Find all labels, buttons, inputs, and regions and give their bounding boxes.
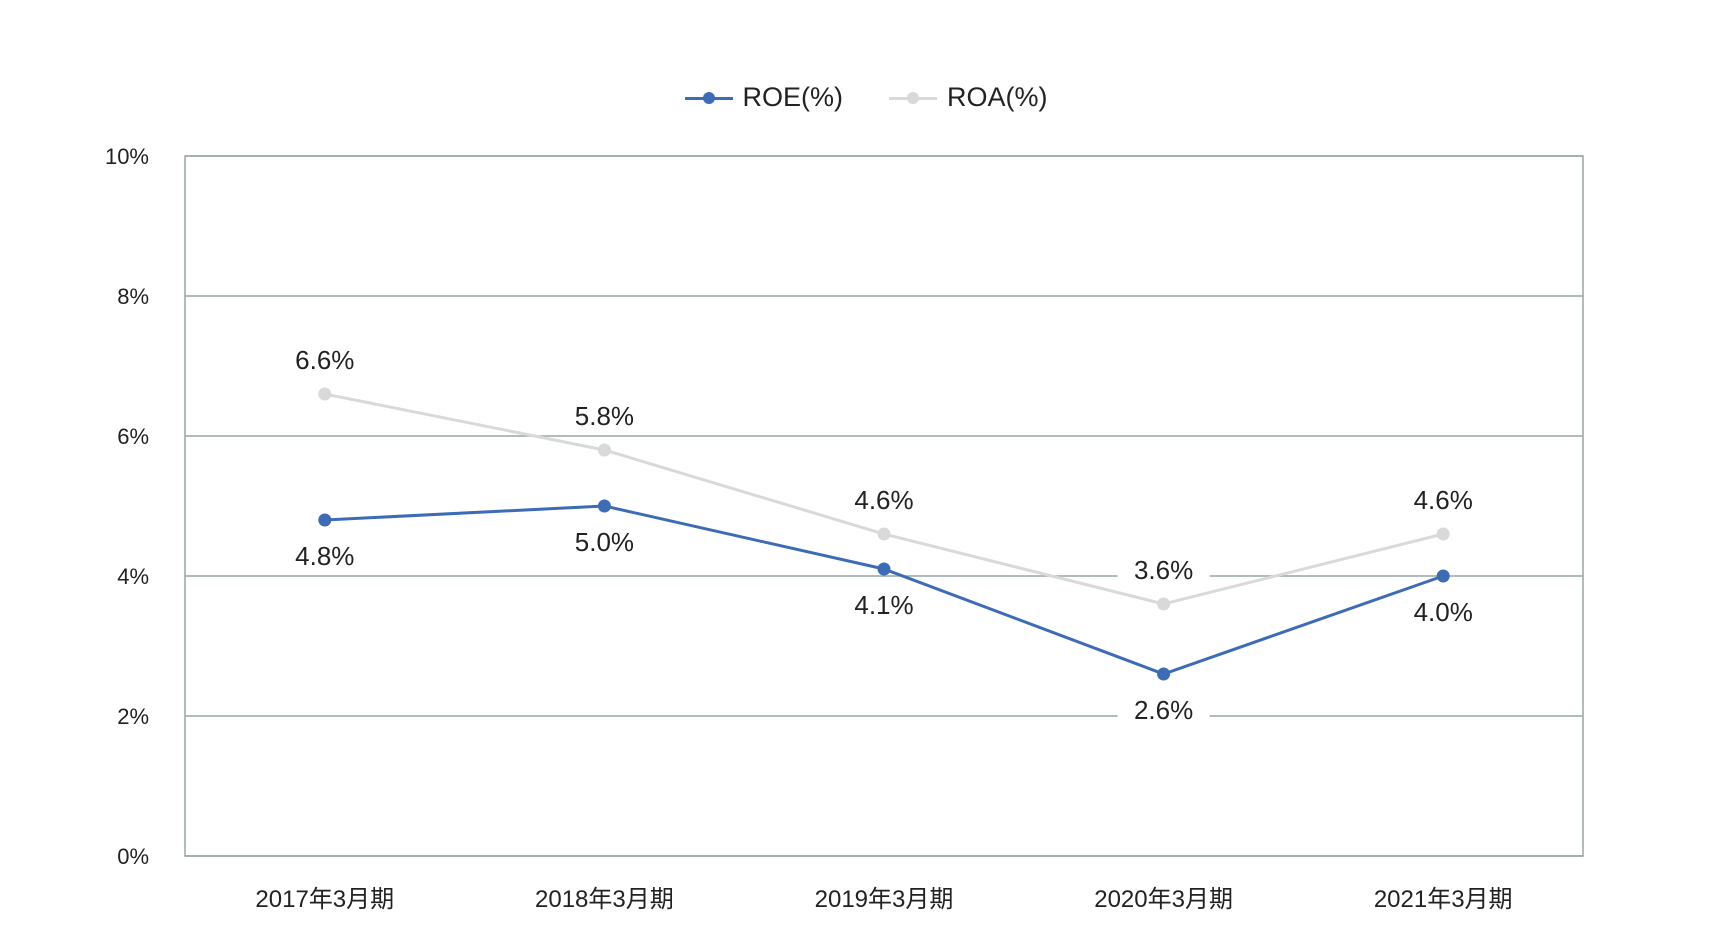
data-label-roe: 4.8%	[295, 541, 354, 571]
legend-item-roa: ROA(%)	[889, 82, 1048, 113]
data-point-roa	[318, 387, 332, 401]
data-point-roe	[597, 499, 611, 513]
y-tick-label: 6%	[117, 424, 149, 449]
data-point-roe	[1436, 569, 1450, 583]
data-label-bg-roa	[838, 484, 930, 516]
data-label-bg-roa	[278, 344, 371, 376]
x-tick-label: 2018年3月期	[535, 886, 674, 913]
data-point-roe	[877, 562, 891, 576]
data-label-bg-roe	[1397, 596, 1490, 628]
data-point-roa	[597, 443, 611, 457]
x-tick-label: 2019年3月期	[815, 886, 954, 913]
data-label-roa: 4.6%	[854, 485, 913, 515]
data-point-roa	[1436, 527, 1450, 541]
legend-label-roe: ROE(%)	[742, 82, 844, 112]
data-label-bg-roa	[1397, 484, 1490, 516]
data-label-roe: 4.0%	[1414, 597, 1473, 627]
x-tick-label: 2020年3月期	[1094, 886, 1233, 913]
data-label-bg-roe	[1117, 694, 1210, 726]
data-label-roa: 4.6%	[1414, 485, 1473, 515]
data-label-roe: 2.6%	[1134, 695, 1193, 725]
y-tick-label: 8%	[117, 284, 149, 309]
data-label-roe: 4.1%	[854, 590, 913, 620]
data-label-bg-roa	[1117, 554, 1210, 586]
data-label-bg-roe	[838, 589, 930, 621]
data-label-roa: 5.8%	[575, 401, 634, 431]
data-point-roe	[1157, 667, 1171, 681]
legend-swatch-roa	[889, 88, 937, 108]
y-tick-label: 0%	[117, 844, 149, 869]
data-label-roa: 6.6%	[295, 345, 354, 375]
data-label-roe: 5.0%	[575, 527, 634, 557]
x-tick-label: 2021年3月期	[1374, 886, 1513, 913]
legend-swatch-roe	[684, 88, 733, 108]
data-label-bg-roa	[558, 400, 651, 432]
chart-legend: ROE(%) ROA(%)	[0, 82, 1732, 113]
data-label-bg-roe	[558, 526, 651, 558]
data-label-roa: 3.6%	[1134, 555, 1193, 585]
data-point-roa	[877, 527, 891, 541]
y-tick-label: 2%	[117, 704, 149, 729]
legend-item-roe: ROE(%)	[684, 82, 844, 113]
y-tick-label: 10%	[105, 144, 149, 169]
legend-label-roa: ROA(%)	[947, 82, 1048, 112]
data-point-roe	[318, 513, 332, 527]
y-tick-label: 4%	[117, 564, 149, 589]
x-tick-label: 2017年3月期	[255, 886, 394, 913]
data-point-roa	[1157, 597, 1171, 611]
data-label-bg-roe	[278, 540, 371, 572]
